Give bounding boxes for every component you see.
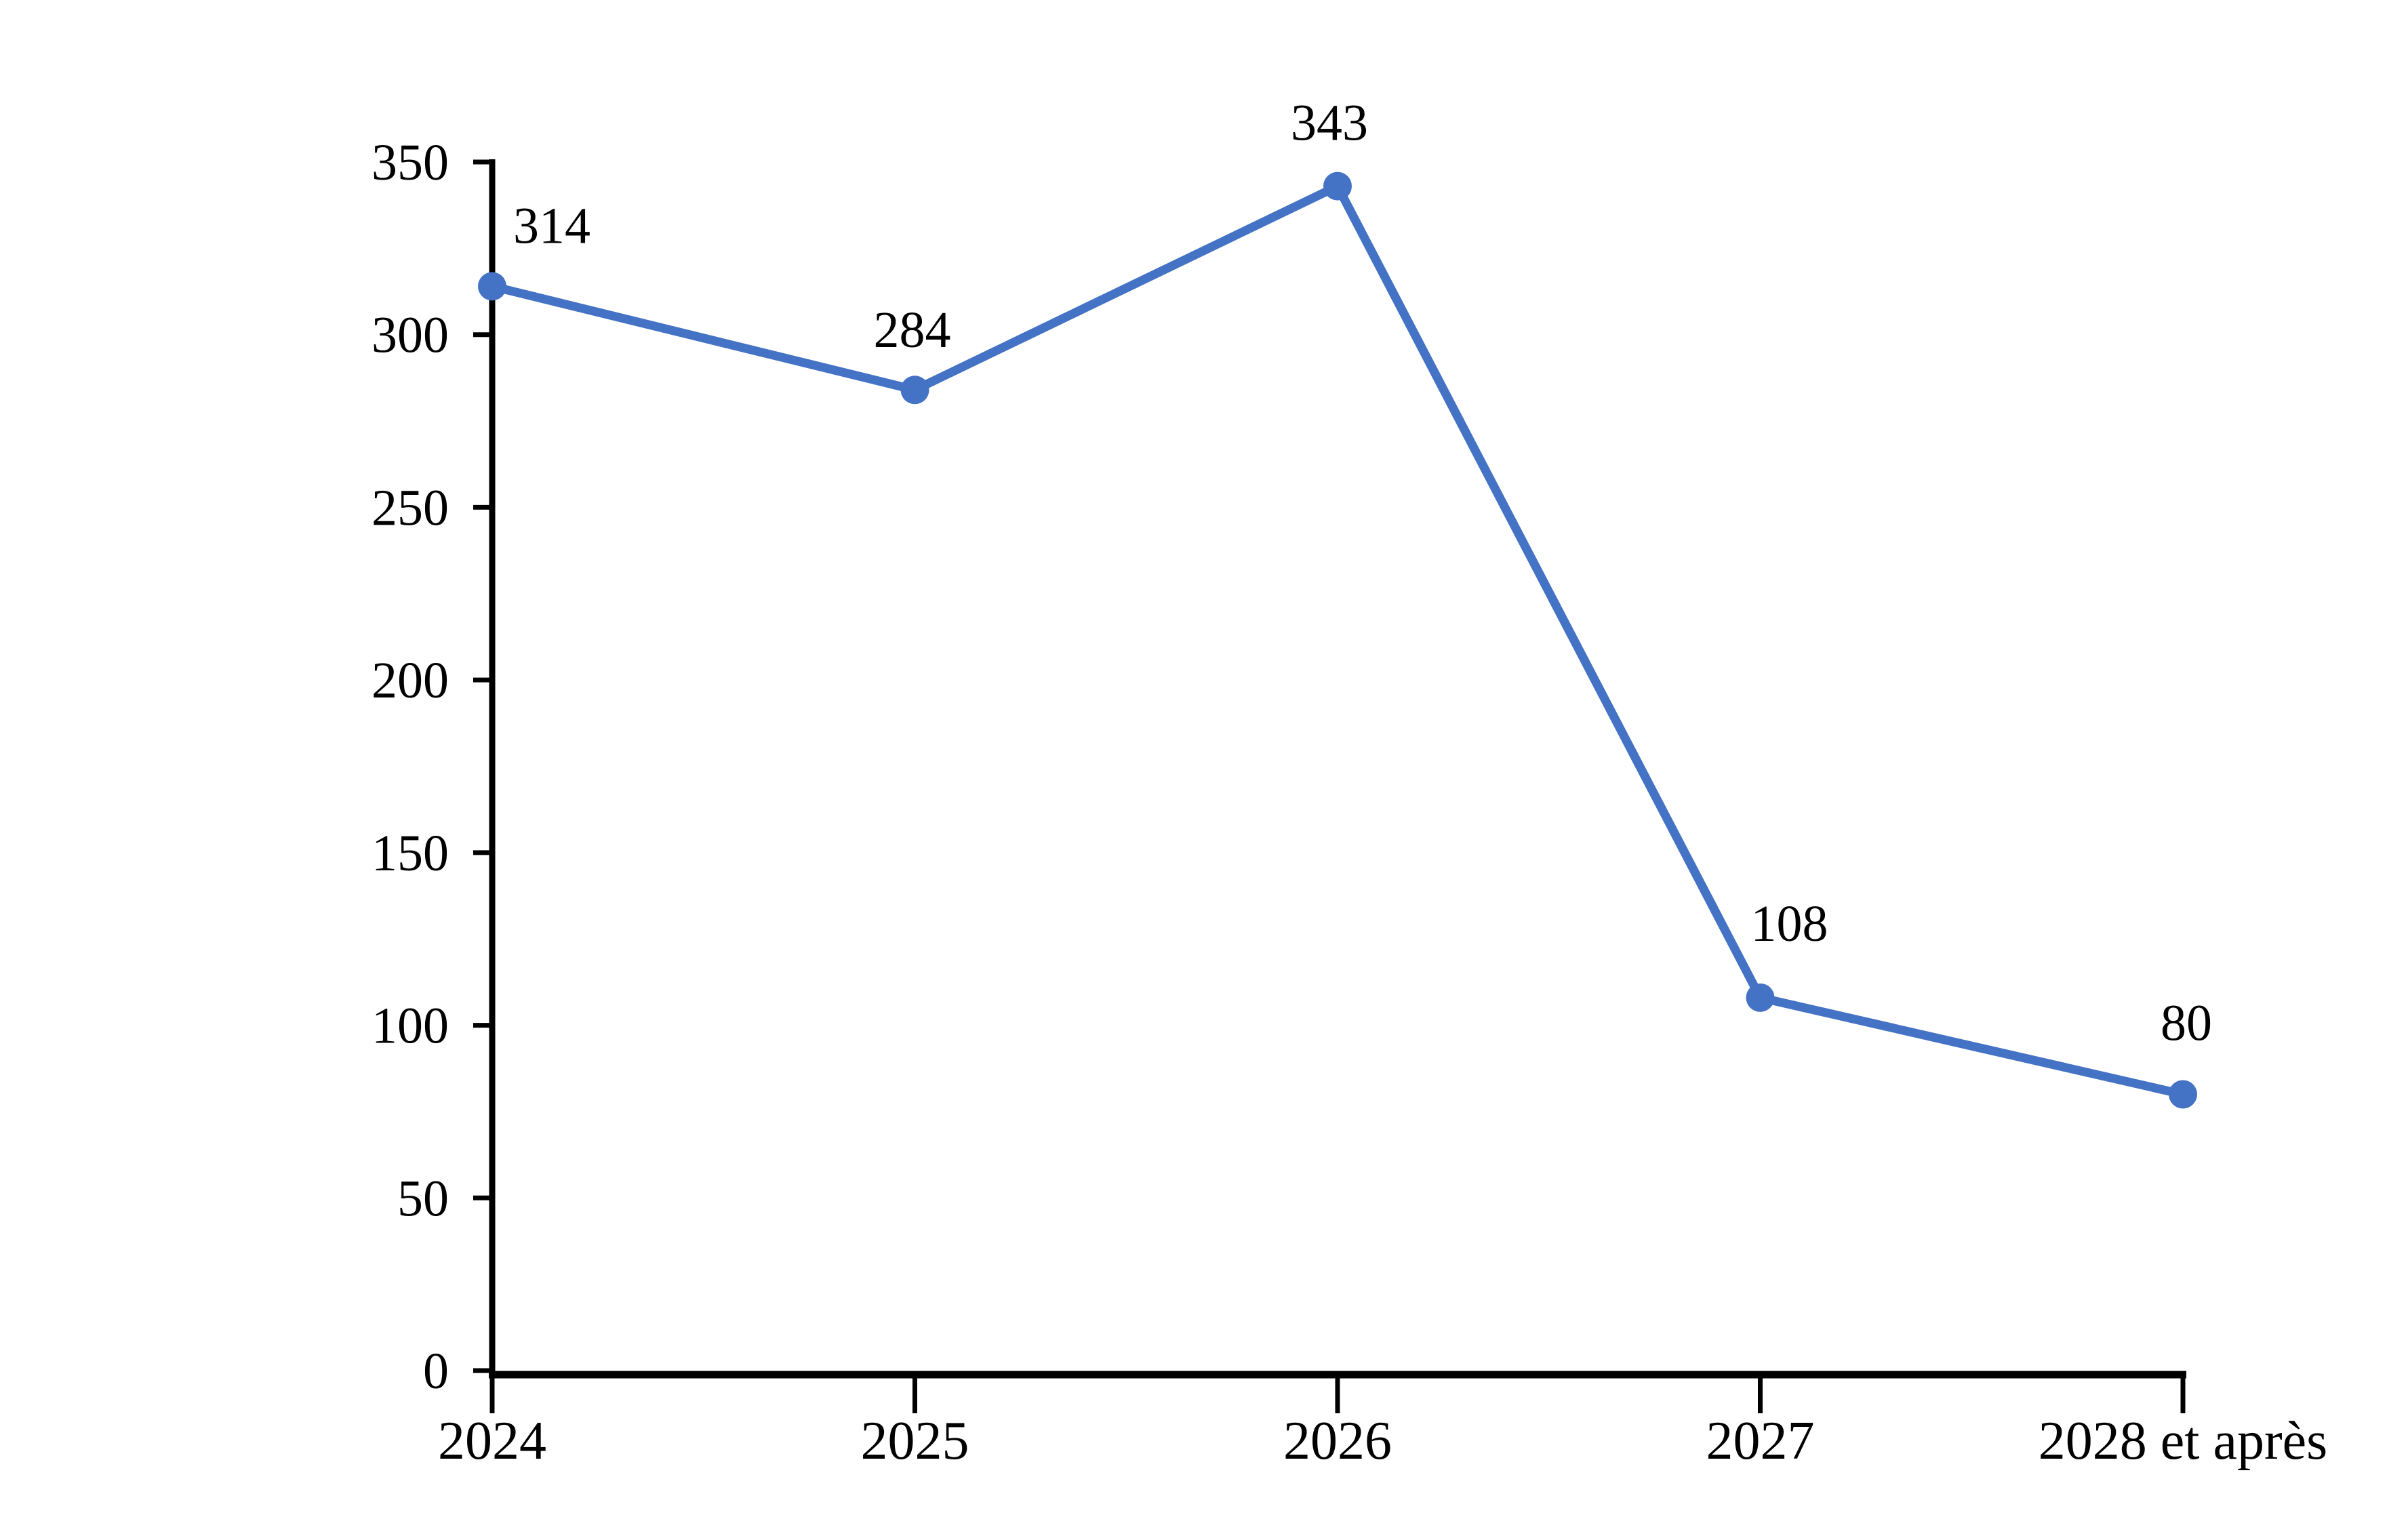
data-point-marker (2169, 1080, 2197, 1109)
data-label: 343 (1291, 95, 1368, 152)
y-axis-tick-label: 250 (372, 479, 449, 536)
x-axis-tick-label: 2028 et après (2039, 1411, 2328, 1471)
data-point-marker (1746, 983, 1775, 1012)
y-axis-tick-label: 150 (372, 825, 449, 882)
data-label: 80 (2161, 994, 2212, 1051)
data-label: 284 (874, 302, 951, 359)
y-axis-tick-label: 50 (397, 1170, 449, 1227)
data-label: 108 (1751, 895, 1828, 952)
y-axis-tick-label: 100 (372, 998, 449, 1055)
y-axis-tick-label: 0 (423, 1343, 449, 1400)
y-axis-tick-label: 300 (372, 307, 449, 364)
x-axis-tick-label: 2026 (1283, 1411, 1392, 1471)
y-axis-tick-label: 200 (372, 652, 449, 709)
y-axis-tick-label: 350 (372, 134, 449, 191)
x-axis-tick-label: 2025 (861, 1411, 969, 1471)
data-point-marker (900, 376, 929, 405)
x-axis-tick-label: 2027 (1706, 1411, 1815, 1471)
data-point-marker (1323, 171, 1352, 201)
data-point-marker (478, 272, 506, 301)
x-axis-tick-label: 2024 (438, 1411, 546, 1471)
data-label: 314 (513, 197, 590, 254)
